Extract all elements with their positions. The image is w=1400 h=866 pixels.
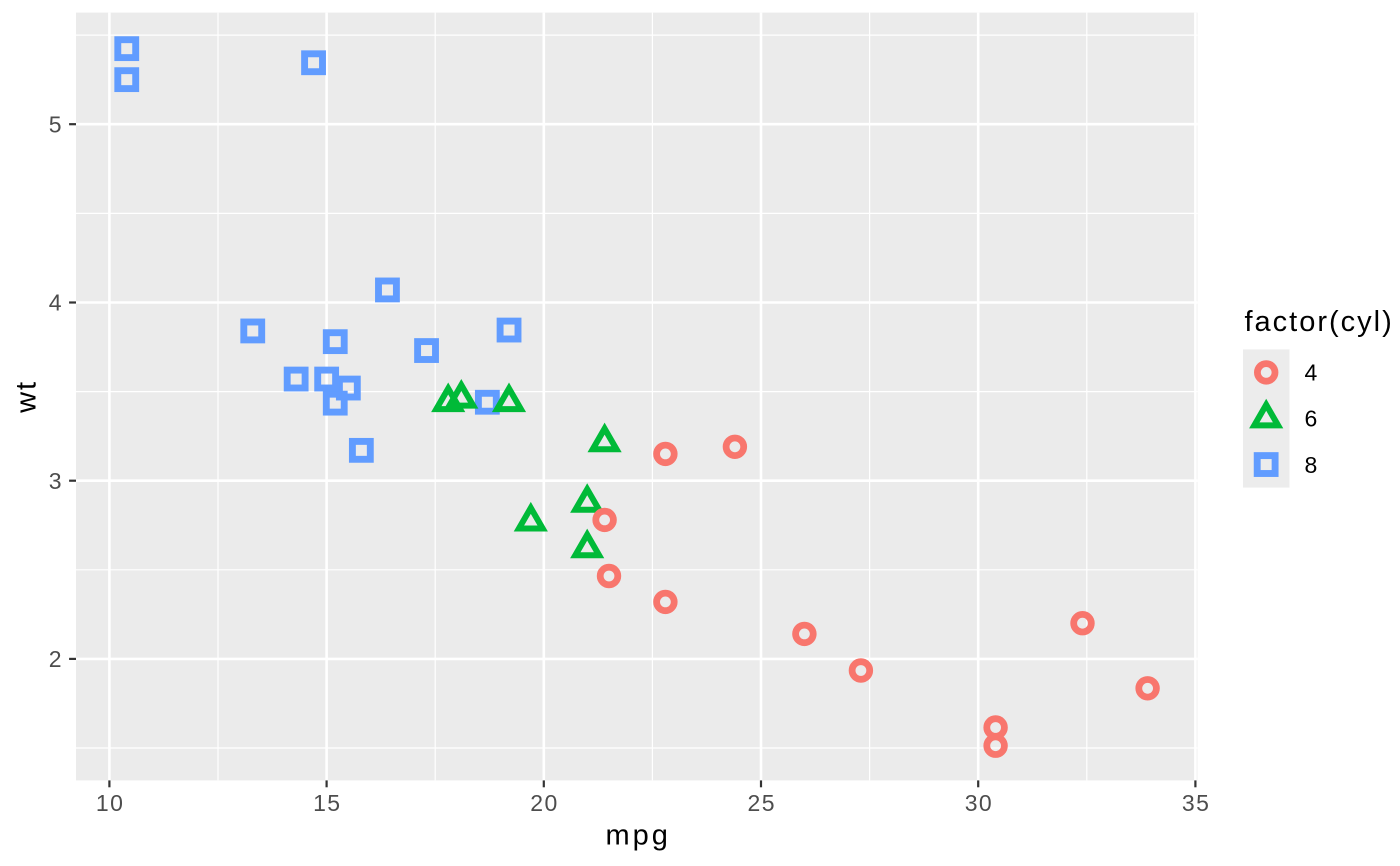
svg-text:factor(cyl): factor(cyl) <box>1245 306 1394 338</box>
svg-text:5: 5 <box>49 111 63 137</box>
svg-text:wt: wt <box>10 380 42 414</box>
svg-text:4: 4 <box>49 290 63 316</box>
svg-text:8: 8 <box>1305 452 1318 478</box>
svg-text:20: 20 <box>530 790 558 816</box>
svg-text:mpg: mpg <box>605 820 670 852</box>
svg-text:15: 15 <box>313 790 341 816</box>
svg-text:35: 35 <box>1182 790 1210 816</box>
svg-text:25: 25 <box>748 790 776 816</box>
svg-text:3: 3 <box>49 468 63 494</box>
svg-text:10: 10 <box>96 790 124 816</box>
svg-text:2: 2 <box>49 646 63 672</box>
svg-text:4: 4 <box>1305 360 1318 386</box>
svg-text:30: 30 <box>965 790 993 816</box>
svg-text:6: 6 <box>1305 406 1318 432</box>
